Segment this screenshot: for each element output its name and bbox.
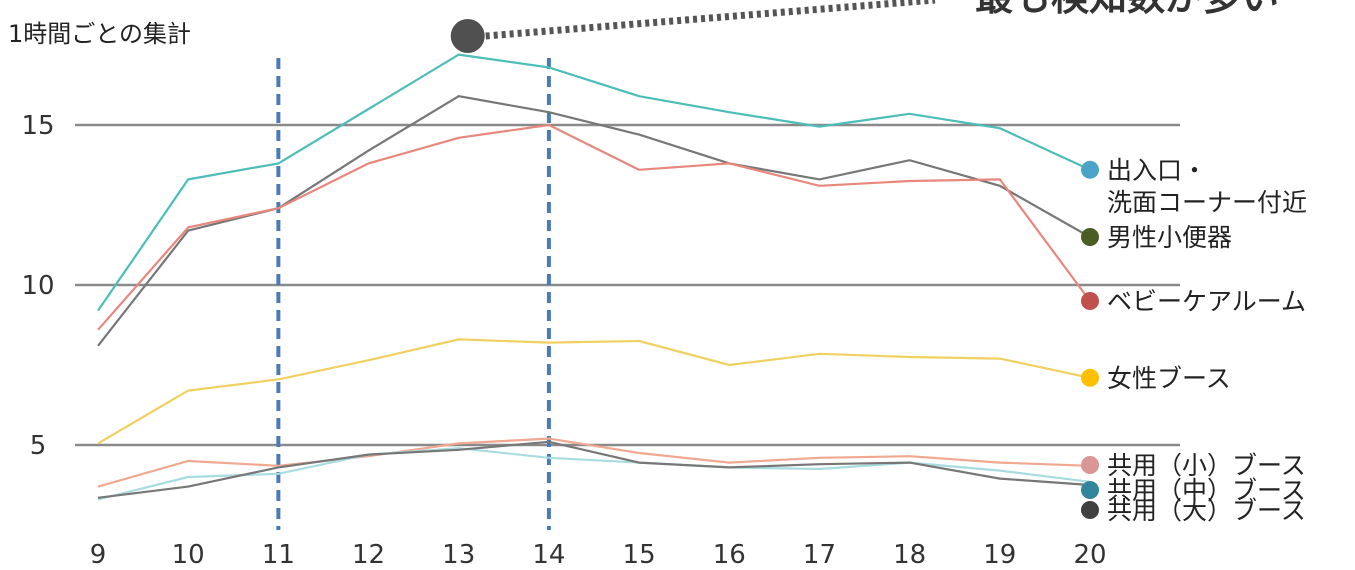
x-tick-label: 16 bbox=[713, 540, 746, 570]
x-tick-label: 13 bbox=[442, 540, 475, 570]
chart-subtitle: 1時間ごとの集計 bbox=[8, 20, 191, 48]
callout: 最も検知数が多い bbox=[450, 0, 1279, 53]
callout-leader-line bbox=[485, 0, 936, 40]
legend-marker bbox=[1081, 456, 1099, 474]
series-line bbox=[97, 123, 1091, 331]
legend-label: 女性ブース bbox=[1107, 364, 1231, 393]
legend-label: 出入口・洗面コーナー付近 bbox=[1107, 156, 1307, 217]
series-line bbox=[97, 440, 1091, 499]
legend-marker bbox=[1081, 481, 1099, 499]
x-tick-label: 11 bbox=[262, 540, 295, 570]
x-tick-label: 18 bbox=[893, 540, 926, 570]
legend-marker bbox=[1081, 292, 1099, 310]
series-line bbox=[97, 447, 1091, 501]
x-tick-label: 15 bbox=[623, 540, 656, 570]
y-tick-label: 15 bbox=[21, 111, 54, 141]
legend-label: 共用（大）ブース bbox=[1107, 496, 1306, 525]
series-line bbox=[97, 95, 1091, 347]
legend: 出入口・洗面コーナー付近男性小便器ベビーケアルーム女性ブース共用（小）ブース共用… bbox=[1081, 156, 1307, 525]
legend-marker bbox=[1081, 501, 1099, 519]
x-tick-label: 12 bbox=[352, 540, 385, 570]
series-line bbox=[97, 338, 1091, 445]
x-tick-label: 10 bbox=[172, 540, 205, 570]
highlight-lines bbox=[276, 58, 551, 530]
series-line bbox=[97, 437, 1091, 488]
legend-marker bbox=[1081, 368, 1099, 387]
x-tick-label: 14 bbox=[532, 540, 565, 570]
axes: 5 10 15 9 10 11 12 13 14 15 16 17 18 19 20 bbox=[21, 111, 1106, 570]
legend-label: 共用（中）ブース bbox=[1107, 476, 1306, 505]
y-tick-label: 5 bbox=[30, 431, 47, 461]
legend-label: ベビーケアルーム bbox=[1107, 287, 1306, 316]
callout-text: 最も検知数が多い bbox=[975, 0, 1279, 19]
legend-label: 共用（小）ブース bbox=[1107, 451, 1306, 480]
legend-label: 男性小便器 bbox=[1107, 223, 1232, 252]
x-tick-label: 17 bbox=[803, 540, 836, 570]
series-layer bbox=[97, 53, 1091, 501]
callout-marker bbox=[450, 19, 485, 53]
x-tick-label: 9 bbox=[90, 540, 107, 570]
series-line bbox=[97, 53, 1091, 312]
grid-layer bbox=[75, 123, 1180, 447]
y-tick-label: 10 bbox=[21, 271, 54, 301]
legend-marker bbox=[1081, 228, 1099, 246]
x-tick-label: 20 bbox=[1073, 540, 1106, 570]
legend-marker bbox=[1081, 160, 1099, 179]
x-tick-label: 19 bbox=[983, 540, 1016, 570]
